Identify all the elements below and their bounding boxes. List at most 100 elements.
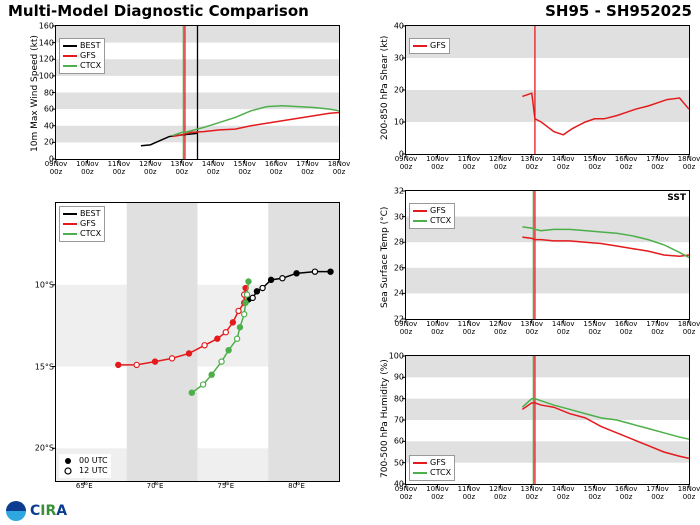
title-left: Multi-Model Diagnostic Comparison (8, 2, 309, 20)
xtick: 16Nov00z (615, 320, 638, 336)
ytick: 160 (39, 22, 54, 31)
legend-row: CTCX (63, 229, 101, 239)
legend-line (63, 55, 77, 57)
xtick: 11Nov00z (458, 485, 481, 501)
legend-label: CTCX (430, 468, 451, 478)
ytick: 70 (394, 416, 404, 425)
legend-row: GFS (413, 206, 451, 216)
ytick: 30 (394, 212, 404, 221)
ytick: 32 (394, 187, 404, 196)
ytick: 100 (389, 352, 404, 361)
legend-row: GFS (63, 51, 101, 61)
legend-row: GFS (413, 41, 446, 51)
xtick: 13Nov00z (520, 155, 543, 171)
ytick: 80 (394, 394, 404, 403)
ytick: 120 (39, 55, 54, 64)
ytick: 10°S (35, 280, 54, 289)
ytick: 80 (44, 88, 54, 97)
plot-track (56, 203, 339, 481)
ytick: 24 (394, 289, 404, 298)
legend: BESTGFSCTCX (59, 38, 105, 74)
marker-legend-row: 12 UTC (62, 466, 108, 476)
legend: GFS (409, 38, 450, 54)
legend-label: GFS (430, 206, 446, 216)
xtick: 18Nov00z (328, 160, 351, 176)
legend-line (413, 472, 427, 474)
xtick: 12Nov00z (489, 485, 512, 501)
marker-legend-label: 00 UTC (79, 456, 108, 466)
ytick: 40 (394, 22, 404, 31)
noaa-icon (6, 501, 26, 521)
ylabel-shear: 200-850 hPa Shear (kt) (380, 36, 390, 140)
legend-row: BEST (63, 209, 101, 219)
title-right: SH95 - SH952025 (545, 2, 692, 20)
legend-line (413, 210, 427, 212)
marker-legend-label: 12 UTC (79, 466, 108, 476)
ytick: 90 (394, 373, 404, 382)
xtick: 12Nov00z (139, 160, 162, 176)
xtick: 10Nov00z (426, 320, 449, 336)
xtick: 17Nov00z (646, 320, 669, 336)
cira-text: CIRA (30, 503, 67, 519)
legend-label: CTCX (80, 229, 101, 239)
legend-label: BEST (80, 41, 101, 51)
xtick: 10Nov00z (426, 155, 449, 171)
ytick: 10 (394, 118, 404, 127)
panel-shear: Deep-Layer Shear 01020304009Nov00z10Nov0… (405, 25, 690, 155)
ytick: 28 (394, 238, 404, 247)
ytick: 100 (39, 71, 54, 80)
ytick: 20 (44, 138, 54, 147)
xtick: 09Nov00z (395, 485, 418, 501)
legend: BESTGFSCTCX (59, 206, 105, 242)
xtick: 10Nov00z (76, 160, 99, 176)
ylabel-intensity: 10m Max Wind Speed (kt) (30, 35, 40, 152)
xtick: 18Nov00z (678, 320, 700, 336)
xtick: 10Nov00z (426, 485, 449, 501)
xtick: 11Nov00z (108, 160, 131, 176)
legend-line (413, 462, 427, 464)
xtick: 09Nov00z (45, 160, 68, 176)
legend-row: GFS (63, 219, 101, 229)
xtick: 13Nov00z (520, 485, 543, 501)
legend-line (63, 45, 77, 47)
xtick: 15Nov00z (583, 485, 606, 501)
xtick: 70°E (147, 482, 164, 490)
xtick: 14Nov00z (202, 160, 225, 176)
ytick: 30 (394, 54, 404, 63)
xtick: 12Nov00z (489, 320, 512, 336)
xtick: 11Nov00z (458, 320, 481, 336)
legend-line (413, 45, 427, 47)
panel-intensity: Intensity 02040608010012014016009Nov00z1… (55, 25, 340, 160)
legend-label: BEST (80, 209, 101, 219)
xtick: 17Nov00z (646, 155, 669, 171)
legend-row: CTCX (413, 468, 451, 478)
legend-row: GFS (413, 458, 451, 468)
xtick: 13Nov00z (170, 160, 193, 176)
xtick: 13Nov00z (520, 320, 543, 336)
ylabel-sst: Sea Surface Temp (°C) (380, 207, 390, 308)
ytick: 20°S (35, 444, 54, 453)
xtick: 75°E (217, 482, 234, 490)
xtick: 16Nov00z (615, 155, 638, 171)
legend-label: GFS (80, 51, 96, 61)
xtick: 12Nov00z (489, 155, 512, 171)
legend-label: GFS (80, 219, 96, 229)
xtick: 17Nov00z (296, 160, 319, 176)
xtick: 09Nov00z (395, 155, 418, 171)
figure-root: Multi-Model Diagnostic Comparison SH95 -… (0, 0, 700, 525)
xtick: 16Nov00z (265, 160, 288, 176)
ytick: 40 (44, 121, 54, 130)
ytick: 60 (44, 105, 54, 114)
xtick: 16Nov00z (615, 485, 638, 501)
ylabel-rh: 700-500 hPa Humidity (%) (380, 359, 390, 478)
legend-label: GFS (430, 458, 446, 468)
xtick: 18Nov00z (678, 155, 700, 171)
legend-line (63, 65, 77, 67)
ytick: 60 (394, 437, 404, 446)
legend: GFSCTCX (409, 203, 455, 229)
xtick: 15Nov00z (583, 320, 606, 336)
xtick: 17Nov00z (646, 485, 669, 501)
legend: GFSCTCX (409, 455, 455, 481)
legend-line (63, 233, 77, 235)
legend-row: CTCX (63, 61, 101, 71)
